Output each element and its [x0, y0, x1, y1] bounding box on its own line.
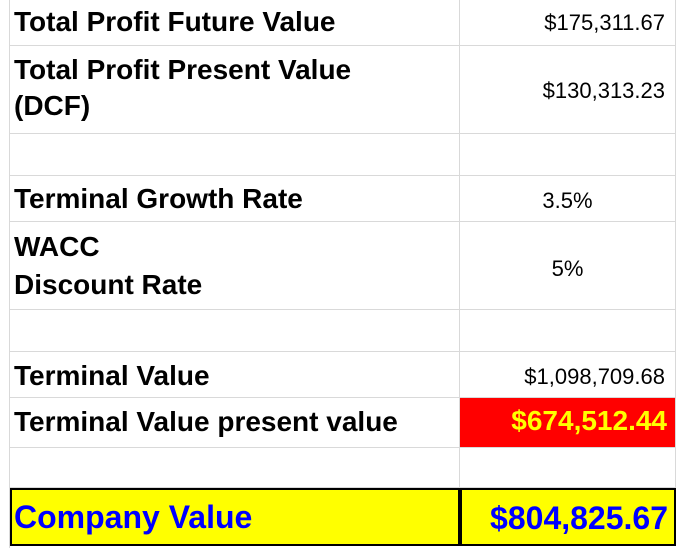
cell-label-present-value[interactable]: Total Profit Present Value (DCF) — [10, 46, 460, 134]
cell-value-wacc[interactable]: 5% — [460, 222, 676, 310]
row-wacc-discount-rate: WACC Discount Rate 5% — [10, 222, 676, 310]
cell-empty[interactable] — [10, 134, 460, 176]
row-total-profit-present-value: Total Profit Present Value (DCF) $130,31… — [10, 46, 676, 134]
cell-value-company-value[interactable]: $804,825.67 — [460, 488, 676, 546]
label-company-value: Company Value — [14, 499, 253, 535]
cell-value-growth-rate[interactable]: 3.5% — [460, 176, 676, 222]
value-present-value: $130,313.23 — [542, 78, 665, 103]
cell-value-present-value[interactable]: $130,313.23 — [460, 46, 676, 134]
label-wacc-line2: Discount Rate — [14, 269, 203, 300]
label-terminal-pv: Terminal Value present value — [14, 406, 398, 437]
value-terminal-pv: $674,512.44 — [511, 405, 667, 436]
label-growth-rate: Terminal Growth Rate — [14, 183, 303, 214]
label-wacc-line1: WACC — [14, 231, 100, 262]
cell-value-future-value[interactable]: $175,311.67 — [460, 0, 676, 46]
cell-empty[interactable] — [10, 448, 460, 488]
row-terminal-growth-rate: Terminal Growth Rate 3.5% — [10, 176, 676, 222]
cell-value-terminal-pv[interactable]: $674,512.44 — [460, 398, 676, 448]
row-empty-1 — [10, 134, 676, 176]
cell-label-terminal-pv[interactable]: Terminal Value present value — [10, 398, 460, 448]
label-future-value: Total Profit Future Value — [14, 6, 336, 37]
row-empty-2 — [10, 310, 676, 352]
row-total-profit-future-value: Total Profit Future Value $175,311.67 — [10, 0, 676, 46]
row-empty-3 — [10, 448, 676, 488]
cell-empty[interactable] — [10, 310, 460, 352]
cell-value-terminal-value[interactable]: $1,098,709.68 — [460, 352, 676, 398]
cell-empty[interactable] — [460, 134, 676, 176]
row-terminal-value-present-value: Terminal Value present value $674,512.44 — [10, 398, 676, 448]
value-future-value: $175,311.67 — [544, 10, 665, 35]
cell-empty[interactable] — [460, 448, 676, 488]
label-present-value-line2: (DCF) — [14, 90, 91, 121]
cell-label-growth-rate[interactable]: Terminal Growth Rate — [10, 176, 460, 222]
cell-empty[interactable] — [460, 310, 676, 352]
row-terminal-value: Terminal Value $1,098,709.68 — [10, 352, 676, 398]
cell-label-terminal-value[interactable]: Terminal Value — [10, 352, 460, 398]
value-company-value: $804,825.67 — [490, 500, 668, 536]
row-company-value: Company Value $804,825.67 — [10, 488, 676, 546]
label-terminal-value: Terminal Value — [14, 360, 210, 391]
row-header-gutter — [0, 0, 10, 548]
label-present-value-line1: Total Profit Present Value — [14, 54, 352, 85]
cell-label-wacc[interactable]: WACC Discount Rate — [10, 222, 460, 310]
value-wacc: 5% — [551, 256, 584, 281]
value-terminal-value: $1,098,709.68 — [524, 364, 665, 389]
cell-label-company-value[interactable]: Company Value — [10, 488, 460, 546]
value-growth-rate: 3.5% — [542, 188, 593, 213]
cell-label-future-value[interactable]: Total Profit Future Value — [10, 0, 460, 46]
